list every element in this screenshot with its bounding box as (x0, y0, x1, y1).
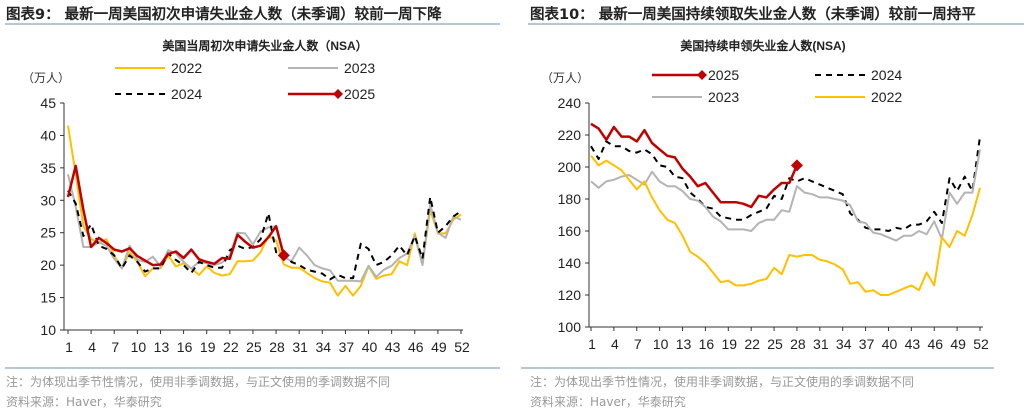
legend-label-2024: 2024 (171, 86, 202, 102)
legend-label-2023: 2023 (708, 89, 739, 105)
y-tick-label: 45 (40, 95, 56, 111)
y-tick-label: 240 (558, 95, 582, 111)
x-tick-label: 49 (950, 336, 966, 352)
legend-label-2023: 2023 (344, 60, 375, 76)
x-tick-label: 7 (111, 339, 119, 355)
y-tick-label: 10 (40, 322, 56, 338)
x-tick-label: 22 (223, 339, 239, 355)
series-line-2022 (67, 125, 462, 297)
x-tick-label: 16 (699, 336, 715, 352)
x-tick-label: 52 (973, 336, 989, 352)
x-tick-label: 31 (813, 336, 829, 352)
x-tick-label: 25 (246, 339, 262, 355)
series-line-2023 (590, 149, 981, 242)
legend-label-2024: 2024 (871, 67, 902, 83)
x-tick-label: 34 (316, 339, 332, 355)
y-tick-label: 160 (558, 223, 582, 239)
source: 资料来源：Haver，华泰研究 (530, 395, 686, 409)
x-tick-label: 49 (431, 339, 447, 355)
y-tick-label: 25 (40, 225, 56, 241)
x-tick-label: 22 (744, 336, 760, 352)
title-rule (5, 23, 500, 25)
y-tick-label: 100 (558, 319, 582, 335)
x-tick-label: 7 (634, 336, 642, 352)
x-tick-label: 1 (588, 336, 596, 352)
y-tick-label: 35 (40, 160, 56, 176)
x-tick-label: 34 (836, 336, 852, 352)
y-tick-label: 40 (40, 127, 56, 143)
y-tick-label: 120 (558, 287, 582, 303)
x-tick-label: 28 (269, 339, 285, 355)
x-tick-label: 40 (362, 339, 378, 355)
x-tick-label: 43 (385, 339, 401, 355)
x-tick-label: 13 (676, 336, 692, 352)
note: 注：为体现出季节性情况，使用非季调数据，与正文使用的季调数据不同 (530, 375, 915, 389)
series-line-2022 (590, 155, 981, 296)
x-tick-label: 46 (408, 339, 424, 355)
continuing-claims-chart: 美国持续申领失业金人数(NSA)（万人）10012014016018020022… (541, 38, 989, 352)
series-line-2024 (67, 190, 462, 281)
legend-label-2022: 2022 (871, 89, 902, 105)
y-tick-label: 200 (558, 159, 582, 175)
latest-point-marker (277, 249, 290, 262)
x-tick-label: 16 (177, 339, 193, 355)
x-tick-label: 13 (154, 339, 170, 355)
x-tick-label: 19 (200, 339, 216, 355)
x-tick-label: 10 (131, 339, 147, 355)
y-axis-unit: （万人） (541, 71, 589, 85)
x-tick-label: 46 (927, 336, 943, 352)
x-tick-label: 37 (339, 339, 355, 355)
title-rule (528, 23, 1024, 25)
series-line-2025 (590, 122, 799, 209)
footer-rule (521, 367, 994, 369)
legend-marker (697, 70, 707, 80)
x-tick-label: 37 (859, 336, 875, 352)
x-tick-label: 25 (767, 336, 783, 352)
x-tick-label: 4 (611, 336, 619, 352)
figure-9-title: 图表9： 最新一周美国初次申请失业金人数（未季调）较前一周下降 (6, 7, 442, 23)
y-tick-label: 140 (558, 255, 582, 271)
figure-10-title: 图表10： 最新一周美国持续领取失业金人数（未季调）较前一周持平 (530, 7, 976, 23)
y-tick-label: 180 (558, 191, 582, 207)
legend-marker (333, 89, 343, 99)
latest-point-marker (790, 159, 803, 172)
x-tick-label: 10 (653, 336, 669, 352)
chart-title: 美国当周初次申请失业金人数（NSA） (162, 38, 367, 53)
x-tick-label: 43 (905, 336, 921, 352)
x-tick-label: 28 (790, 336, 806, 352)
series-line-2025 (66, 164, 286, 267)
source: 资料来源：Haver，华泰研究 (6, 395, 162, 409)
x-tick-label: 4 (88, 339, 96, 355)
legend-label-2025: 2025 (344, 86, 375, 102)
legend-label-2022: 2022 (171, 60, 202, 76)
x-tick-label: 1 (65, 339, 73, 355)
y-tick-label: 20 (40, 257, 56, 273)
y-tick-label: 220 (558, 127, 582, 143)
x-tick-label: 31 (292, 339, 308, 355)
series-line-2024 (590, 136, 981, 232)
y-tick-label: 15 (40, 290, 56, 306)
legend-label-2025: 2025 (708, 67, 739, 83)
x-tick-label: 52 (454, 339, 470, 355)
x-tick-label: 40 (882, 336, 898, 352)
x-tick-label: 19 (722, 336, 738, 352)
chart-title: 美国持续申领失业金人数(NSA) (680, 38, 845, 53)
footer-rule (5, 367, 500, 369)
note: 注：为体现出季节性情况，使用非季调数据，与正文使用的季调数据不同 (6, 375, 391, 389)
y-tick-label: 30 (40, 192, 56, 208)
y-axis-unit: （万人） (22, 71, 70, 85)
